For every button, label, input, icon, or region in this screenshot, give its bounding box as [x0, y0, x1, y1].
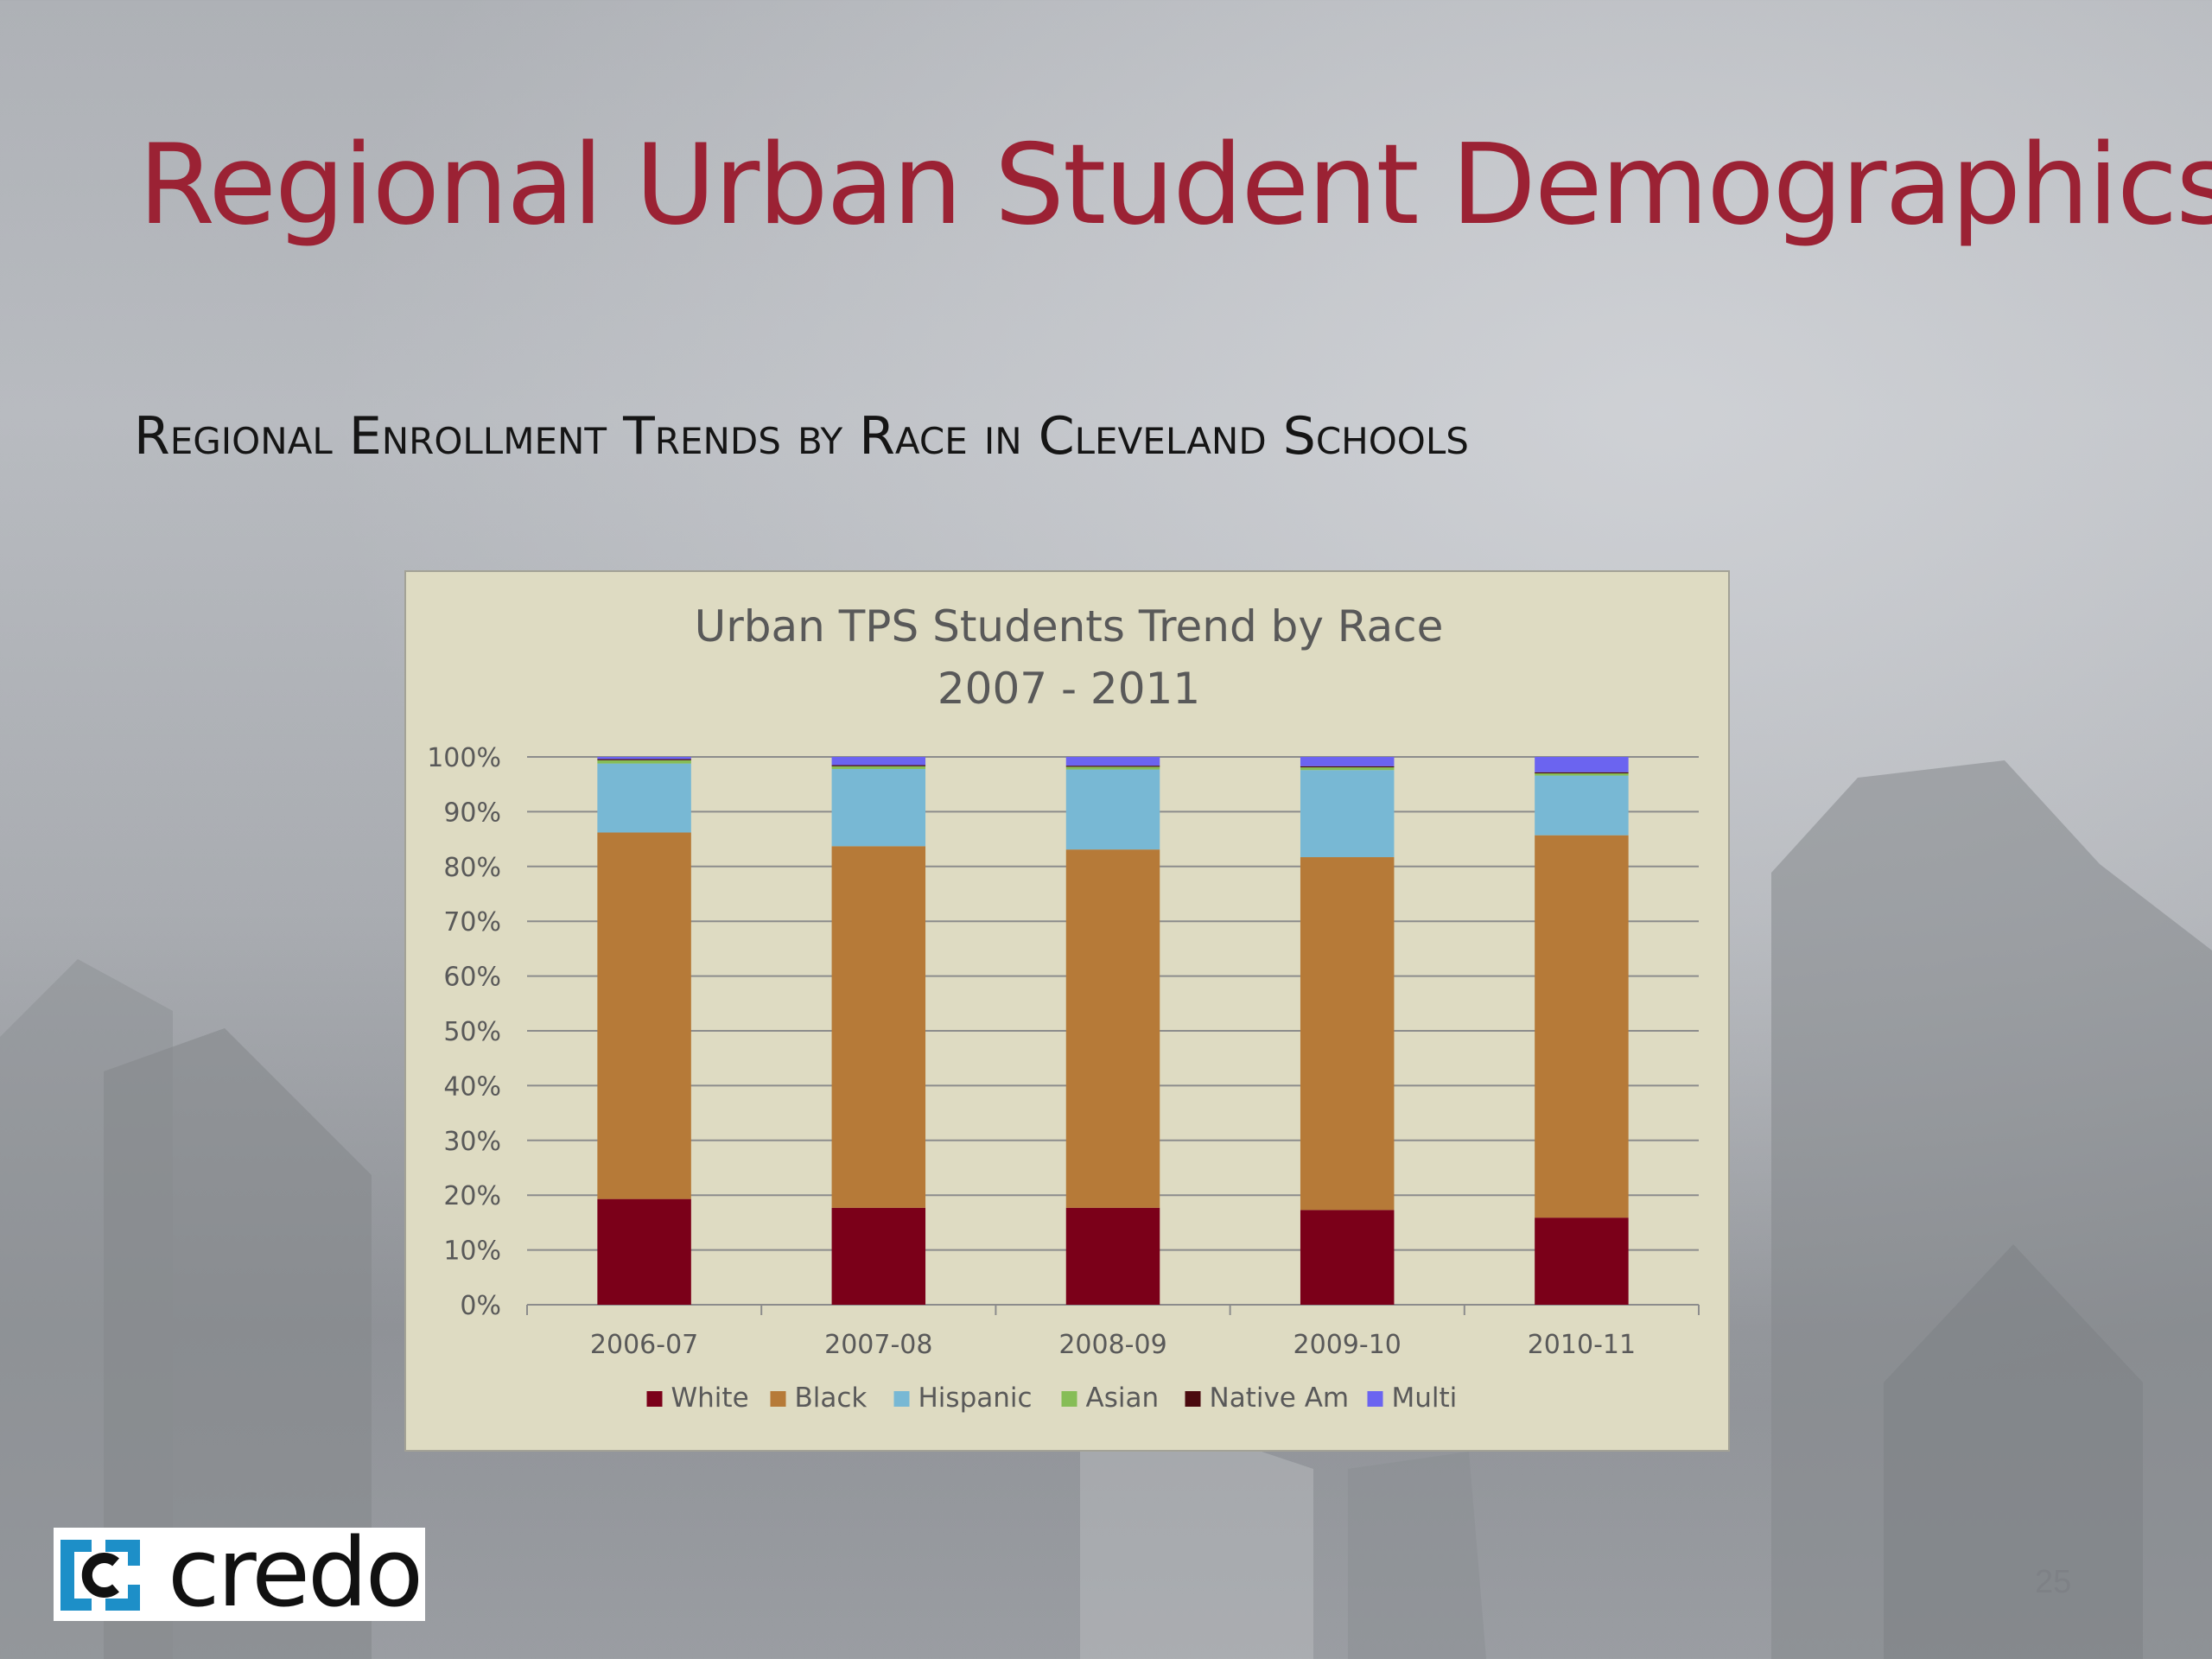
y-tick-label: 90% — [443, 798, 501, 828]
legend-swatch — [1061, 1391, 1077, 1407]
bar-segment — [831, 766, 926, 769]
bar-segment — [1300, 766, 1395, 768]
y-tick-label: 70% — [443, 907, 501, 938]
bar-segment — [1535, 775, 1629, 836]
bar-segment — [1535, 835, 1629, 1218]
bar-segment — [1300, 857, 1395, 1211]
bar-segment — [1065, 1207, 1160, 1305]
logo-wordmark: credo — [168, 1517, 423, 1628]
legend-swatch — [893, 1391, 910, 1407]
bar-segment — [831, 846, 926, 1208]
legend-label: Native Am — [1210, 1382, 1350, 1414]
bar-segment — [597, 760, 691, 764]
chart-title-line: Urban TPS Students Trend by Race — [695, 601, 1444, 652]
bar-segment — [1535, 773, 1629, 776]
y-tick-label: 80% — [443, 853, 501, 883]
bar-segment — [597, 1198, 691, 1305]
bar-segment — [1300, 757, 1395, 766]
y-tick-label: 100% — [427, 743, 501, 773]
y-tick-label: 50% — [443, 1017, 501, 1047]
bar-segment — [1300, 767, 1395, 771]
stacked-bar-chart: Urban TPS Students Trend by Race 2007 - 2… — [427, 601, 1700, 1414]
chart-panel: Urban TPS Students Trend by Race 2007 - 2… — [404, 570, 1730, 1452]
bar-segment — [1065, 849, 1160, 1208]
bar-segment — [597, 757, 691, 760]
credo-logo: credo — [54, 1521, 425, 1624]
legend-swatch — [1185, 1391, 1201, 1407]
x-tick-label: 2009-10 — [1294, 1330, 1402, 1360]
y-tick-label: 10% — [443, 1236, 501, 1267]
y-tick-label: 60% — [443, 963, 501, 993]
slide-title: Regional Urban Student Demographics — [138, 121, 2212, 250]
legend-label: Hispanic — [918, 1382, 1033, 1414]
legend-label: Multi — [1392, 1382, 1458, 1414]
x-tick-label: 2007-08 — [824, 1330, 932, 1360]
y-tick-label: 40% — [443, 1071, 501, 1102]
bar-segment — [1065, 757, 1160, 766]
slide-subtitle: Regional Enrollment Trends by Race in Cl… — [134, 406, 1469, 467]
legend-label: Asian — [1086, 1382, 1160, 1414]
bar-segment — [1535, 757, 1629, 772]
bracket-logo-icon — [60, 1540, 140, 1611]
chart-title-line: 2007 - 2011 — [938, 664, 1200, 714]
bar-segment — [597, 763, 691, 833]
y-tick-label: 20% — [443, 1181, 501, 1211]
x-tick-label: 2008-09 — [1058, 1330, 1166, 1360]
bar-segment — [1065, 769, 1160, 850]
bar-segment — [831, 768, 926, 847]
x-tick-label: 2010-11 — [1528, 1330, 1636, 1360]
legend-swatch — [646, 1391, 663, 1407]
page-number: 25 — [2035, 1564, 2072, 1600]
legend-label: White — [671, 1382, 749, 1414]
bar-segment — [831, 757, 926, 766]
bar-segment — [1065, 766, 1160, 770]
legend-label: Black — [795, 1382, 868, 1414]
y-tick-label: 30% — [443, 1127, 501, 1157]
bar-segment — [1535, 1217, 1629, 1305]
bar-segment — [1300, 1210, 1395, 1305]
bar-segment — [1300, 770, 1395, 858]
legend-swatch — [1367, 1391, 1383, 1407]
x-tick-label: 2006-07 — [590, 1330, 698, 1360]
bar-segment — [597, 832, 691, 1199]
legend-swatch — [770, 1391, 786, 1407]
bar-segment — [831, 1207, 926, 1305]
y-tick-label: 0% — [460, 1291, 501, 1321]
bar-segment — [1535, 772, 1629, 774]
